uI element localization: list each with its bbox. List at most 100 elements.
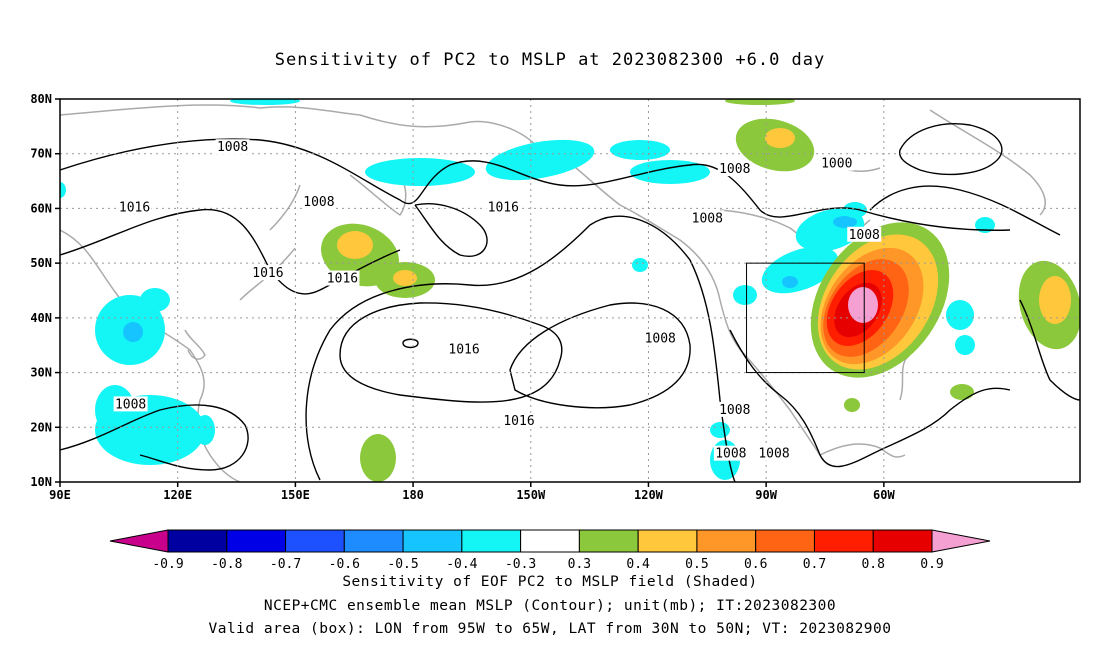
colorbar-box	[696, 529, 757, 553]
colorbar-label: -0.8	[211, 557, 242, 572]
lat-tick-label: 70N	[30, 147, 52, 161]
mslp-contour-1008-low	[414, 203, 488, 258]
contour-label-bg	[325, 270, 360, 286]
shading-patch	[765, 128, 795, 148]
colorbar-label: -0.6	[329, 557, 360, 572]
shading-patch	[140, 288, 170, 312]
contour-label-bg	[447, 341, 482, 357]
colorbar-label: 0.3	[568, 557, 591, 572]
contour-label-bg	[847, 226, 882, 242]
contour-label-bg	[215, 139, 250, 155]
lon-tick-label: 120W	[634, 488, 664, 502]
colorbar-label: 0.7	[803, 557, 826, 572]
contour-label-bg	[117, 199, 152, 215]
colorbar-box	[226, 529, 287, 553]
shading-patch	[485, 139, 595, 181]
colorbar-box	[461, 529, 522, 553]
mslp-contour-1008-atlantic	[869, 185, 1061, 236]
mslp-contour-1000-low	[898, 123, 1003, 176]
colorbar-box	[872, 529, 933, 553]
mslp-contours	[60, 123, 1080, 482]
coast-greenland	[929, 109, 1046, 216]
coast-na-west	[719, 299, 821, 456]
lon-tick-label: 90W	[755, 488, 777, 502]
contour-label: 1016	[503, 414, 534, 429]
colorbar: -0.9 -0.8 -0.7 -0.6 -0.5 -0.4 -0.3 0.3 0.4 0.5 0.6…	[109, 529, 991, 572]
lat-tick-label: 30N	[30, 366, 52, 380]
contour-label-bg	[819, 155, 854, 171]
shading-patch	[733, 285, 757, 305]
contour-label: 1008	[758, 447, 789, 462]
contour-label: 1016	[327, 272, 358, 287]
coast-gulf	[819, 443, 906, 458]
colorbar-label: -0.3	[505, 557, 536, 572]
shading-patch	[337, 231, 373, 259]
coast-asia-north	[60, 104, 541, 156]
lat-tick-label: 10N	[30, 475, 52, 489]
colorbar-label: 0.6	[744, 557, 767, 572]
shading-patch	[60, 182, 66, 198]
mslp-contour-1016-large	[305, 215, 736, 482]
shading-patch	[843, 202, 867, 218]
shading-patch	[610, 140, 670, 160]
colorbar-label: 0.9	[920, 557, 943, 572]
colorbar-box	[578, 529, 639, 553]
lon-tick-label: 180	[402, 488, 424, 502]
shading-patch	[365, 158, 475, 186]
colorbar-box	[637, 529, 698, 553]
mslp-contour-1008-north	[60, 138, 1011, 231]
lon-tick-label: 150W	[516, 488, 546, 502]
shading-patch	[955, 335, 975, 355]
shading-patch	[1039, 276, 1071, 324]
contour-label: 1008	[115, 397, 146, 412]
contour-label: 1000	[821, 157, 852, 172]
shading-patch	[946, 300, 974, 330]
contour-label-bg	[717, 161, 752, 177]
coast-japan	[239, 184, 301, 301]
contour-label-bg	[717, 401, 752, 417]
lon-tick-label: 60W	[873, 488, 895, 502]
coast-korea	[184, 329, 206, 360]
caption-contour: NCEP+CMC ensemble mean MSLP (Contour); u…	[263, 598, 837, 614]
shading-patch	[630, 160, 710, 184]
contour-label-bg	[486, 199, 521, 215]
shading-patch	[782, 276, 798, 288]
lat-tick-label: 60N	[30, 201, 52, 215]
shading-patch	[632, 258, 648, 272]
colorbar-box	[520, 529, 580, 553]
colorbar-box	[285, 529, 345, 553]
contour-label-bg	[301, 193, 336, 209]
mslp-contour-east-edge	[1019, 299, 1080, 401]
caption-valid-area: Valid area (box): LON from 95W to 65W, L…	[208, 621, 892, 637]
colorbar-label: -0.5	[387, 557, 418, 572]
shading-patch	[844, 398, 860, 412]
shading-patch	[123, 322, 143, 342]
mslp-contour-1008-americas	[729, 329, 1011, 468]
colorbar-min-triangle	[109, 529, 169, 553]
shading-patch	[975, 217, 995, 233]
caption-shading: Sensitivity of EOF PC2 to MSLP field (Sh…	[342, 574, 758, 590]
contour-label-bg	[713, 445, 748, 461]
lon-tick-label: 150E	[281, 488, 310, 502]
contour-label: 1008	[645, 332, 676, 347]
contour-label: 1008	[719, 403, 750, 418]
contour-label: 1016	[252, 266, 283, 281]
mslp-contour-1016-central	[339, 302, 563, 403]
colorbar-label: 0.5	[685, 557, 708, 572]
contour-label: 1008	[719, 162, 750, 177]
shading-patch	[393, 270, 417, 286]
shading-patch	[833, 216, 857, 228]
colorbar-box	[167, 529, 228, 553]
colorbar-box	[813, 529, 874, 553]
colorbar-label: 0.8	[861, 557, 884, 572]
lat-tick-label: 40N	[30, 311, 52, 325]
coast-asia-east	[60, 229, 241, 482]
colorbar-box	[755, 529, 815, 553]
coast-alaska	[559, 154, 721, 301]
contour-label: 1008	[692, 211, 723, 226]
contour-label: 1008	[217, 140, 248, 155]
colorbar-box	[402, 529, 463, 553]
shading-patch	[848, 287, 878, 323]
shading-patch	[710, 422, 730, 438]
contour-label-bg	[757, 445, 791, 461]
